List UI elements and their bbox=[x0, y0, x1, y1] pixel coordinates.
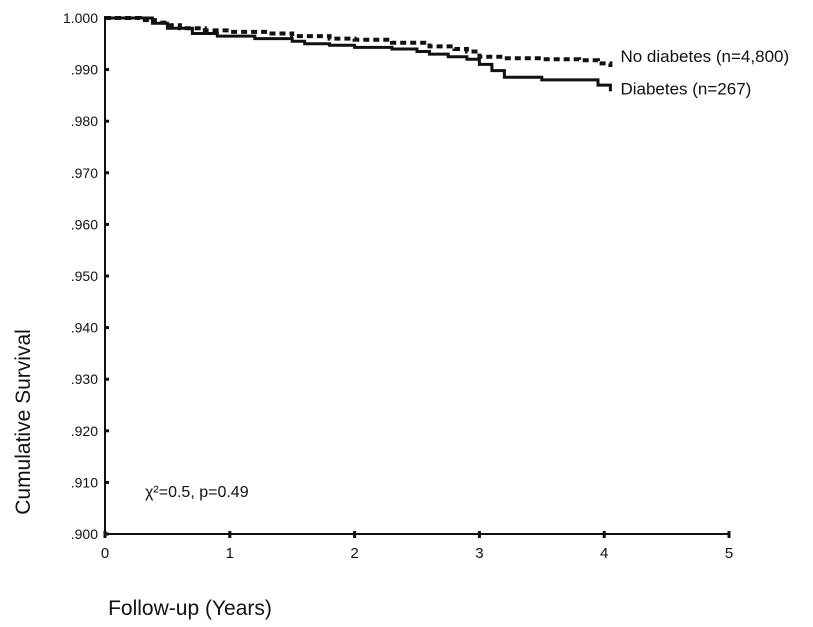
x-tick-label: 4 bbox=[600, 545, 608, 562]
x-tick-label: 3 bbox=[475, 545, 483, 562]
series-lines bbox=[105, 16, 613, 92]
x-tick-label: 1 bbox=[226, 545, 234, 562]
x-tick-label: 0 bbox=[101, 545, 109, 562]
y-tick-label: 1.000 bbox=[63, 10, 98, 26]
y-tick-label: .970 bbox=[71, 165, 98, 181]
stats-annotation: χ²=0.5, p=0.49 bbox=[145, 484, 249, 501]
y-tick-label: .930 bbox=[71, 371, 98, 387]
y-tick-label: .980 bbox=[71, 113, 98, 129]
x-tick-label: 2 bbox=[350, 545, 358, 562]
y-tick-label: .900 bbox=[71, 526, 98, 542]
y-tick-label: .960 bbox=[71, 216, 98, 232]
series-line-no-diabetes bbox=[105, 16, 613, 67]
x-tick-label: 5 bbox=[725, 545, 733, 562]
y-tick-label: .950 bbox=[71, 268, 98, 284]
y-axis-title: Cumulative Survival bbox=[12, 329, 35, 515]
axes: 1.000 .990 .980 .970 .960 .950 .940 .930 .920 .91… bbox=[63, 10, 733, 562]
x-axis-title: Follow-up (Years) bbox=[108, 597, 272, 620]
y-tick-label: .940 bbox=[71, 320, 98, 336]
series-label-diabetes: Diabetes (n=267) bbox=[620, 79, 751, 98]
series-line-diabetes bbox=[105, 16, 612, 92]
y-tick-label: .990 bbox=[71, 62, 98, 78]
series-labels: No diabetes (n=4,800) Diabetes (n=267) bbox=[620, 47, 789, 98]
y-tick-label: .910 bbox=[71, 474, 98, 490]
y-tick-label: .920 bbox=[71, 423, 98, 439]
series-label-no-diabetes: No diabetes (n=4,800) bbox=[620, 47, 789, 66]
